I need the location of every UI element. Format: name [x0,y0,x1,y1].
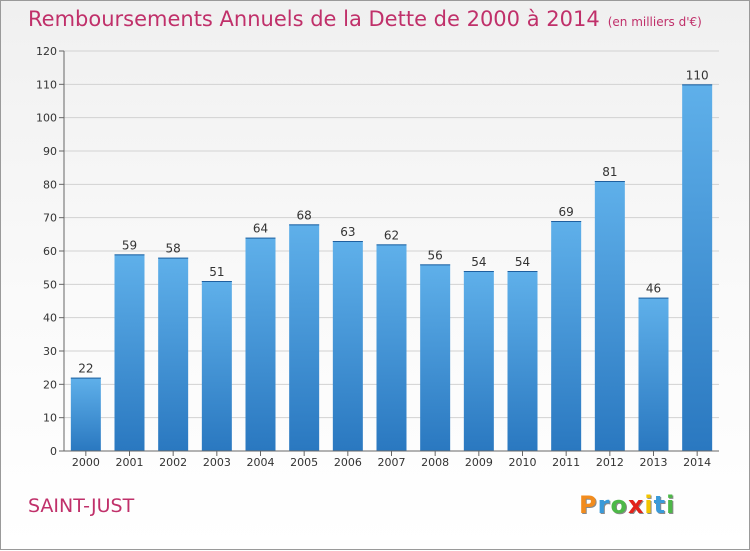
logo-letter: i [666,491,676,519]
y-tick-label: 90 [43,145,57,158]
bar [201,281,232,451]
bar [70,377,101,451]
data-label: 64 [253,222,268,236]
logo-letter: P [579,491,598,519]
data-label: 51 [209,265,224,279]
x-tick-label: 2001 [116,456,144,469]
data-label: 69 [559,205,574,219]
y-tick-label: 120 [36,45,57,58]
x-tick-label: 2013 [640,456,668,469]
logo-letter: o [610,491,628,519]
y-tick-label: 60 [43,245,57,258]
bar [594,181,625,451]
x-tick-label: 2011 [552,456,580,469]
proxiti-logo: Proxiti [579,491,675,519]
data-label: 54 [515,255,530,269]
bar [332,241,363,451]
chart-title: Remboursements Annuels de la Dette de 20… [28,7,702,31]
data-label: 56 [428,248,443,262]
y-tick-label: 80 [43,178,57,191]
data-label: 81 [602,165,617,179]
logo-letter: r [597,491,611,519]
x-tick-label: 2007 [378,456,406,469]
x-tick-label: 2009 [465,456,493,469]
bar [289,224,320,451]
data-label: 58 [166,242,181,256]
y-tick-label: 110 [36,78,57,91]
data-label: 68 [297,208,312,222]
logo-letter: i [644,491,654,519]
logo-letter: t [653,491,667,519]
x-tick-label: 2010 [509,456,537,469]
bar [507,271,538,451]
logo-letter: x [627,491,645,519]
title-main: Remboursements Annuels de la Dette de 20… [28,7,600,31]
commune-name: SAINT-JUST [28,495,135,517]
x-tick-label: 2003 [203,456,231,469]
data-label: 59 [122,238,137,252]
bar [463,271,494,451]
bar [376,244,407,451]
data-label: 46 [646,282,661,296]
x-tick-label: 2014 [683,456,711,469]
y-tick-label: 50 [43,278,57,291]
data-label: 22 [78,362,93,376]
x-tick-label: 2005 [290,456,318,469]
data-label: 62 [384,228,399,242]
data-label: 110 [686,68,709,82]
bars: 22 59 58 51 64 68 63 62 56 54 54 69 81 46 110 [70,68,713,451]
bar [158,257,189,451]
bar [551,221,582,451]
x-tick-label: 2004 [247,456,275,469]
x-tick-label: 2000 [72,456,100,469]
x-tick-label: 2012 [596,456,624,469]
y-tick-label: 0 [50,445,57,458]
bar [682,84,713,451]
y-tick-label: 10 [43,412,57,425]
y-tick-label: 100 [36,112,57,125]
data-label: 54 [471,255,486,269]
x-tick-label: 2008 [421,456,449,469]
bar [638,297,669,451]
x-axis: 2000 2001 2002 2003 2004 2005 2006 2007 2008 2009… [64,450,719,469]
y-tick-label: 30 [43,345,57,358]
bar [245,237,276,451]
y-tick-label: 40 [43,312,57,325]
y-tick-label: 20 [43,378,57,391]
x-tick-label: 2006 [334,456,362,469]
title-unit: (en milliers d'€) [607,15,702,29]
y-axis: 0 10 20 30 40 50 60 70 80 90 100 110 120 [36,45,65,458]
bar [114,254,145,451]
y-tick-label: 70 [43,212,57,225]
x-tick-label: 2002 [159,456,187,469]
bar [420,264,451,451]
data-label: 63 [340,225,355,239]
